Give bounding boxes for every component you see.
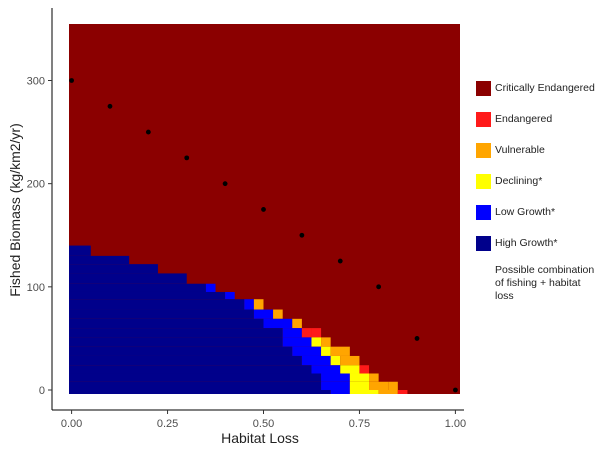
x-tick-label: 0.25 bbox=[157, 418, 178, 430]
data-point bbox=[107, 103, 113, 109]
x-tick-label: 1.00 bbox=[445, 418, 466, 430]
legend-swatch bbox=[476, 173, 491, 189]
heatmap-cell bbox=[340, 365, 360, 374]
heatmap-cell bbox=[69, 381, 322, 390]
heatmap-cell bbox=[69, 264, 158, 274]
heatmap-cell bbox=[369, 373, 379, 382]
heatmap-cell bbox=[69, 255, 130, 265]
y-tick-label: 200 bbox=[27, 179, 45, 191]
legend-swatch bbox=[476, 235, 491, 251]
heatmap-cell bbox=[225, 291, 235, 300]
data-point bbox=[222, 181, 228, 187]
heatmap-cell bbox=[369, 381, 389, 390]
heatmap-cell bbox=[321, 373, 350, 382]
heatmap-cell bbox=[330, 346, 350, 356]
legend-swatch bbox=[476, 111, 491, 127]
legend-item: Declining* bbox=[476, 171, 596, 191]
data-point bbox=[184, 155, 190, 161]
heatmap-cell bbox=[330, 390, 350, 394]
heatmap-cell bbox=[69, 283, 206, 292]
heatmap-cell bbox=[311, 337, 322, 347]
heatmap-cell bbox=[205, 283, 216, 292]
legend-swatch bbox=[476, 204, 491, 220]
heatmap-cell bbox=[69, 299, 245, 310]
x-tick-label: 0.00 bbox=[61, 418, 82, 430]
heatmap-cell bbox=[349, 381, 370, 390]
y-tick-label: 300 bbox=[27, 76, 45, 88]
plot-area bbox=[69, 24, 460, 394]
heatmap-cell bbox=[69, 355, 302, 366]
heatmap-cell bbox=[292, 346, 322, 356]
data-point bbox=[261, 207, 266, 212]
heatmap-cell bbox=[69, 337, 283, 347]
data-point bbox=[337, 258, 343, 264]
x-axis-title: Habitat Loss bbox=[221, 430, 299, 446]
heatmap-cell bbox=[244, 299, 254, 310]
y-axis-ticks: 0 100 200 300 bbox=[27, 76, 52, 397]
heatmap-cell bbox=[292, 318, 302, 329]
data-point bbox=[145, 129, 151, 135]
heatmap-cell bbox=[69, 346, 293, 356]
legend-label: Endangered bbox=[495, 113, 553, 125]
legend-label: Declining* bbox=[495, 175, 543, 187]
heatmap-cell bbox=[349, 373, 370, 382]
data-point bbox=[376, 284, 382, 290]
heatmap-cell bbox=[330, 355, 341, 366]
legend-item: Endangered bbox=[476, 109, 596, 129]
legend-item: Low Growth* bbox=[476, 202, 596, 222]
heatmap-cell bbox=[340, 355, 360, 366]
heatmap-cell bbox=[311, 365, 341, 374]
heatmap-cell bbox=[282, 328, 302, 338]
heatmap-cell bbox=[69, 373, 322, 382]
legend: Critically Endangered Endangered Vulnerabl… bbox=[476, 78, 596, 303]
heatmap-cell bbox=[69, 309, 254, 319]
heatmap-cell bbox=[321, 381, 350, 390]
data-point bbox=[69, 78, 74, 83]
legend-swatch bbox=[476, 142, 491, 158]
heatmap-cell bbox=[69, 318, 264, 329]
heatmap-cell bbox=[301, 328, 312, 338]
x-tick-label: 0.50 bbox=[253, 418, 274, 430]
data-point bbox=[299, 232, 305, 238]
heatmap-cell bbox=[69, 273, 187, 284]
x-axis-ticks: 0.00 0.25 0.50 0.75 1.00 bbox=[61, 410, 466, 430]
heatmap-cell bbox=[301, 355, 331, 366]
legend-label: High Growth* bbox=[495, 237, 558, 249]
y-tick-label: 0 bbox=[39, 385, 45, 397]
legend-label: Vulnerable bbox=[495, 144, 545, 156]
heatmap-cell bbox=[69, 390, 331, 394]
heatmap-cell bbox=[69, 365, 312, 374]
heatmap-cell bbox=[321, 346, 331, 356]
heatmap-cell bbox=[378, 390, 398, 394]
data-point bbox=[414, 336, 420, 341]
heatmap-cell bbox=[263, 318, 293, 329]
legend-label: Critically Endangered bbox=[495, 82, 595, 94]
heatmap-cell bbox=[253, 309, 274, 319]
heatmap-cell bbox=[282, 337, 312, 347]
heatmap-cell bbox=[253, 299, 264, 310]
heatmap-cell bbox=[397, 390, 408, 394]
legend-item: Vulnerable bbox=[476, 140, 596, 160]
heatmap-cell bbox=[321, 337, 331, 347]
heatmap-cell bbox=[69, 328, 283, 338]
heatmap-cell bbox=[311, 328, 322, 338]
heatmap-cell bbox=[349, 390, 379, 394]
legend-item: Critically Endangered bbox=[476, 78, 596, 98]
legend-item: High Growth* bbox=[476, 233, 596, 253]
legend-swatch bbox=[476, 80, 491, 96]
heatmap-cell bbox=[273, 309, 283, 319]
y-tick-label: 100 bbox=[27, 282, 45, 294]
y-axis-title: Fished Biomass (kg/km2/yr) bbox=[7, 123, 23, 296]
data-point bbox=[453, 387, 458, 393]
heatmap-cell bbox=[388, 381, 398, 390]
heatmap-cell bbox=[69, 245, 91, 256]
legend-label: Low Growth* bbox=[495, 206, 556, 218]
x-tick-label: 0.75 bbox=[349, 418, 370, 430]
legend-note: Possible combination of fishing + habita… bbox=[495, 264, 595, 302]
heatmap-cell bbox=[359, 365, 370, 374]
heatmap-cell bbox=[69, 291, 226, 300]
